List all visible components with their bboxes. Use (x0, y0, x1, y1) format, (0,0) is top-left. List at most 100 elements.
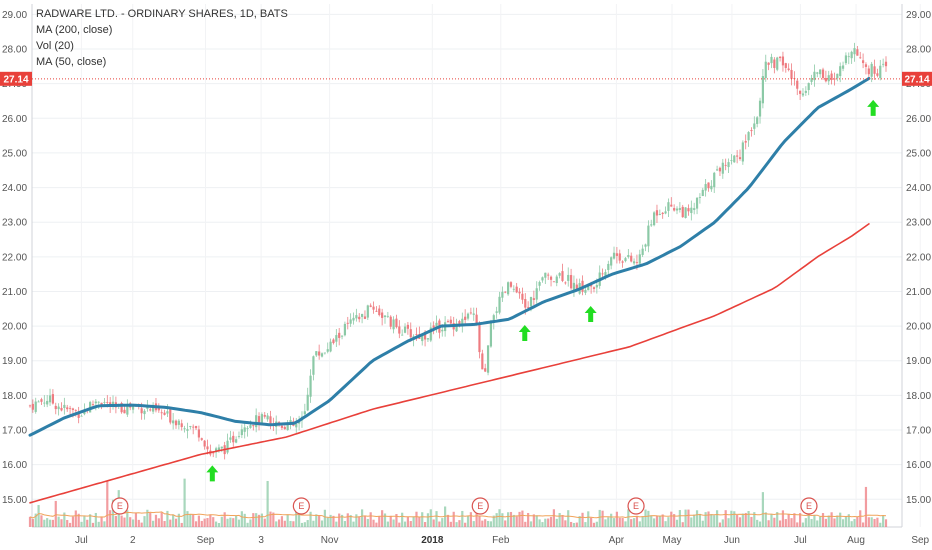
candle-body (627, 255, 630, 258)
candle-body (66, 407, 69, 410)
candle-body (71, 408, 75, 410)
earnings-marker[interactable]: E (627, 497, 645, 515)
y-tick-label: 21.00 (906, 287, 931, 298)
candle-body (363, 316, 367, 319)
volume-bar (418, 516, 421, 527)
candle-body (306, 394, 309, 411)
legend-vol[interactable]: Vol (20) (36, 40, 74, 52)
y-tick-label: 21.00 (2, 287, 27, 298)
volume-bar (257, 514, 261, 527)
candle-body (816, 72, 819, 74)
earnings-marker[interactable]: E (292, 497, 310, 515)
candle-body (787, 68, 790, 70)
candle-body (632, 261, 636, 264)
volume-bar (489, 521, 493, 527)
candle-body (458, 321, 461, 326)
candle-body (653, 212, 656, 226)
candle-body (472, 313, 475, 315)
candle-body (647, 225, 650, 247)
last-price-tag-bg (0, 71, 32, 86)
legend: RADWARE LTD. - ORDINARY SHARES, 1D, BATS… (36, 6, 288, 70)
candle-body (97, 401, 100, 403)
volume-bar (269, 511, 272, 527)
y-tick-label: 23.00 (2, 218, 27, 229)
candle-body (91, 404, 95, 405)
earnings-marker[interactable]: E (800, 497, 818, 515)
candle-body (103, 401, 106, 403)
candle-body (681, 206, 684, 218)
volume-bar (776, 512, 779, 527)
candle-body (839, 66, 842, 77)
candle-body (764, 61, 767, 79)
volume-bar (532, 514, 535, 527)
candle-body (43, 402, 46, 404)
volume-bar (466, 515, 470, 527)
volume-bar (103, 521, 106, 527)
volume-bar (873, 518, 876, 527)
volume-bar (707, 511, 710, 527)
candle-body (767, 62, 770, 65)
candle-body (360, 313, 364, 317)
volume-bar (352, 521, 355, 527)
volume-bar (140, 522, 143, 527)
volume-bar (240, 511, 243, 527)
legend-ma50[interactable]: MA (50, close) (36, 56, 107, 68)
volume-bar (509, 511, 513, 527)
volume-bar (146, 509, 149, 527)
volume-bar (323, 509, 326, 527)
candle-body (189, 426, 192, 428)
candle-body (884, 61, 888, 67)
earnings-marker[interactable]: E (471, 497, 489, 515)
candle-body (475, 314, 478, 325)
candle-body (312, 356, 315, 375)
volume-bar (277, 519, 281, 527)
volume-bar (641, 516, 644, 527)
volume-bar (346, 513, 349, 527)
candle-body (140, 408, 143, 414)
candle-body (120, 403, 123, 413)
candle-body (37, 401, 40, 403)
volume-bar (495, 513, 498, 527)
volume-bar (581, 512, 584, 527)
volume-bar (799, 513, 802, 527)
up-arrow-icon (518, 325, 531, 342)
volume-bar (590, 517, 593, 527)
candle-body (675, 208, 679, 211)
volume-bar (667, 517, 670, 527)
volume-bar (329, 514, 332, 527)
volume-bar (529, 521, 533, 527)
legend-ma200[interactable]: MA (200, close) (36, 24, 113, 36)
volume-bar (695, 510, 699, 527)
volume-bar (106, 481, 109, 527)
candle-body (604, 272, 607, 276)
earnings-marker[interactable]: E (111, 497, 129, 515)
candle-body (252, 425, 255, 427)
candle-body (747, 132, 750, 141)
candle-body (610, 257, 613, 266)
volume-bar (160, 512, 163, 527)
candle-body (169, 409, 172, 423)
candle-body (358, 316, 361, 320)
volume-bar (197, 515, 201, 527)
earnings-label: E (298, 501, 304, 511)
x-tick-label: Sep (911, 535, 929, 546)
candle-body (801, 93, 805, 96)
up-arrow-icon (867, 99, 880, 116)
candle-body (126, 404, 129, 415)
volume-bar (134, 512, 138, 527)
volume-bar (750, 516, 753, 527)
candle-body (738, 157, 742, 160)
y-tick-label: 28.00 (906, 45, 931, 56)
candle-body (303, 411, 306, 415)
volume-bar (166, 510, 169, 527)
volume-bar (315, 514, 318, 527)
volume-bar (71, 516, 75, 527)
candle-body (406, 324, 409, 329)
volume-bar (544, 518, 547, 527)
candle-body (51, 394, 55, 404)
volume-bar (864, 486, 868, 527)
candle-body (54, 405, 57, 410)
volume-bar (670, 511, 673, 527)
